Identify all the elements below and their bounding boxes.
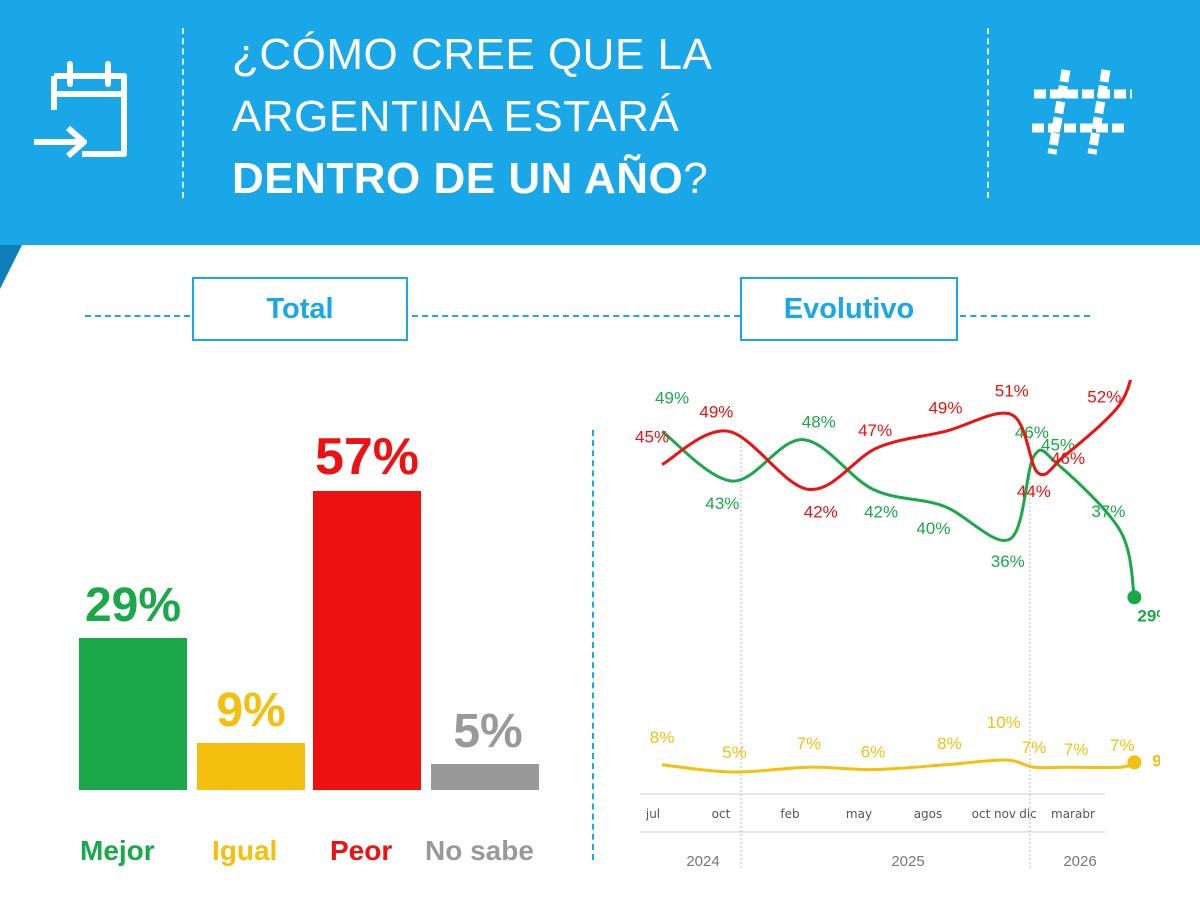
data-label-igual: 6% — [861, 743, 886, 762]
data-label-mejor: 49% — [655, 388, 689, 407]
data-label-mejor: 37% — [1091, 502, 1125, 521]
value-igual: 9% — [216, 683, 286, 737]
x-tick-label: agos — [914, 807, 943, 821]
data-label-peor: 49% — [699, 402, 733, 421]
data-label-peor: 47% — [858, 421, 892, 440]
bar-no-sabe — [431, 763, 539, 790]
header-banner: ¿CÓMO CREE QUE LA ARGENTINA ESTARÁ DENTR… — [0, 0, 1200, 245]
x-tick-label: oct — [972, 807, 991, 821]
title-bold: DENTRO DE UN AÑO — [232, 154, 684, 203]
data-label-mejor: 48% — [802, 413, 836, 432]
x-tick-label: oct — [712, 807, 731, 821]
x-tick-label: abr — [1075, 807, 1095, 821]
year-label: 2025 — [891, 853, 924, 870]
dash-line — [960, 315, 1090, 317]
data-label-peor: 49% — [928, 398, 962, 417]
header-fold — [0, 245, 22, 289]
data-label-mejor: 29% — [1137, 606, 1160, 625]
title-line-1: ¿CÓMO CREE QUE LA — [232, 30, 713, 79]
hashtag-logo-icon — [1032, 69, 1132, 155]
header-divider-left — [182, 28, 184, 198]
bar-igual — [197, 742, 305, 790]
data-label-mejor: 42% — [864, 502, 898, 521]
data-label-peor: 42% — [804, 502, 838, 521]
data-label-igual: 7% — [1064, 740, 1089, 759]
data-label-mejor: 43% — [705, 494, 739, 513]
year-label: 2024 — [686, 853, 719, 870]
title-question-mark: ? — [683, 154, 709, 203]
value-peor: 57% — [314, 427, 420, 486]
data-label-igual: 8% — [937, 734, 962, 753]
dash-line — [412, 315, 740, 317]
data-label-igual: 10% — [987, 713, 1021, 732]
data-label-mejor: 45% — [1041, 436, 1075, 455]
label-no-sabe: No sabe — [425, 835, 534, 866]
data-label-peor: 44% — [1017, 482, 1051, 501]
data-label-igual: 5% — [722, 743, 747, 762]
data-label-peor: 51% — [995, 382, 1029, 401]
dash-line — [85, 315, 190, 317]
year-label: 2026 — [1063, 853, 1096, 870]
bar-peor — [313, 490, 421, 790]
data-label-igual: 7% — [1022, 738, 1047, 757]
data-label-peor: 52% — [1087, 387, 1121, 406]
x-tick-label: jul — [645, 807, 660, 821]
x-tick-label: dic — [1019, 807, 1037, 821]
series-endpoint-mejor — [1127, 590, 1142, 605]
section-evolutivo-title: Evolutivo — [740, 277, 958, 341]
data-label-igual: 7% — [796, 734, 821, 753]
x-tick-label: nov — [994, 807, 1016, 821]
data-label-igual: 7% — [1110, 736, 1135, 755]
section-total-title: Total — [192, 277, 408, 341]
header-divider-right — [987, 28, 989, 198]
value-mejor: 29% — [84, 578, 182, 632]
value-no-sabe: 5% — [453, 704, 523, 758]
series-line-mejor — [661, 430, 1136, 598]
bar-mejor — [79, 637, 187, 790]
data-label-peor: 45% — [635, 428, 669, 447]
data-label-igual: 8% — [650, 728, 675, 747]
title-line-2: ARGENTINA ESTARÁ — [232, 92, 680, 141]
series-line-peor — [661, 380, 1132, 491]
x-tick-label: feb — [780, 807, 799, 821]
label-mejor: Mejor — [80, 835, 155, 866]
label-peor: Peor — [330, 835, 393, 866]
x-tick-label: may — [846, 807, 872, 821]
data-label-mejor: 36% — [991, 552, 1025, 571]
series-endpoint-igual — [1127, 755, 1142, 770]
series-line-igual — [661, 758, 1136, 774]
section-divider — [592, 430, 594, 860]
page-title: ¿CÓMO CREE QUE LA ARGENTINA ESTARÁ DENTR… — [232, 24, 712, 210]
label-igual: Igual — [212, 835, 278, 866]
x-tick-label: mar — [1051, 807, 1075, 821]
data-label-peor: 46% — [1051, 449, 1085, 468]
data-label-mejor: 40% — [916, 519, 950, 538]
data-label-igual: 9% — [1152, 751, 1160, 770]
calendar-arrow-icon — [34, 61, 127, 158]
